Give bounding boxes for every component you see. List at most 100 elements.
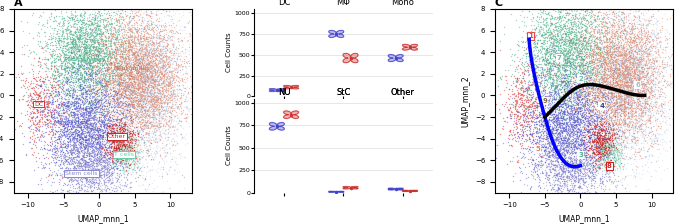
Point bbox=[127, 15, 138, 18]
Point bbox=[651, 110, 662, 114]
Point bbox=[598, 151, 609, 155]
Point bbox=[87, 101, 98, 105]
Point bbox=[96, 76, 107, 80]
Point bbox=[579, 62, 590, 66]
Point bbox=[581, 46, 592, 49]
Point bbox=[612, 86, 623, 90]
Point bbox=[140, 85, 151, 88]
Point bbox=[602, 93, 613, 97]
Point bbox=[564, 38, 575, 42]
Point bbox=[626, 65, 636, 68]
Point bbox=[98, 113, 109, 116]
Point bbox=[79, 33, 90, 37]
Point bbox=[608, 71, 619, 75]
Point bbox=[594, 16, 605, 20]
Point bbox=[86, 21, 97, 25]
Point bbox=[148, 46, 159, 50]
Point bbox=[114, 81, 125, 84]
Point bbox=[84, 105, 95, 109]
Point bbox=[75, 145, 86, 149]
Point bbox=[628, 135, 639, 138]
Point bbox=[571, 38, 581, 41]
Point bbox=[86, 180, 97, 184]
Point bbox=[632, 126, 643, 129]
Point bbox=[590, 168, 600, 171]
Point bbox=[167, 30, 178, 33]
Point bbox=[60, 182, 71, 186]
Point bbox=[110, 26, 121, 29]
Point bbox=[549, 85, 560, 88]
Point bbox=[107, 169, 118, 173]
Point bbox=[138, 136, 149, 139]
Point bbox=[649, 138, 660, 142]
Point bbox=[560, 26, 571, 30]
Point bbox=[125, 101, 136, 104]
Point bbox=[516, 127, 527, 131]
Point bbox=[126, 46, 137, 50]
Point bbox=[591, 71, 602, 75]
Point bbox=[599, 153, 610, 156]
Point bbox=[139, 120, 150, 124]
Point bbox=[179, 97, 190, 101]
Point bbox=[595, 134, 606, 138]
Point bbox=[67, 156, 78, 159]
Point bbox=[537, 67, 548, 71]
Point bbox=[538, 10, 549, 13]
Point bbox=[114, 87, 124, 91]
Point bbox=[101, 149, 112, 152]
Point bbox=[545, 13, 556, 17]
Point bbox=[607, 66, 618, 70]
Point bbox=[166, 101, 177, 105]
Point bbox=[66, 188, 77, 192]
Point bbox=[511, 100, 522, 103]
Point bbox=[58, 44, 69, 47]
Point bbox=[118, 84, 129, 87]
Point bbox=[101, 81, 112, 85]
Point bbox=[38, 108, 49, 111]
Point bbox=[564, 139, 575, 142]
Point bbox=[562, 76, 573, 80]
Point bbox=[82, 40, 92, 43]
Point bbox=[597, 180, 608, 183]
Point bbox=[534, 115, 545, 119]
Point bbox=[571, 30, 581, 33]
Point bbox=[70, 118, 81, 121]
Point bbox=[567, 76, 578, 80]
Point bbox=[69, 141, 80, 145]
Point bbox=[551, 144, 562, 147]
Point bbox=[540, 176, 551, 179]
Point bbox=[526, 103, 537, 107]
Point bbox=[133, 106, 143, 109]
Point bbox=[626, 28, 637, 32]
Point bbox=[113, 174, 124, 178]
Point bbox=[119, 183, 130, 187]
Point bbox=[598, 80, 609, 83]
Point bbox=[607, 133, 617, 136]
Point bbox=[577, 71, 588, 74]
Point bbox=[613, 97, 624, 101]
Point bbox=[573, 140, 584, 144]
Point bbox=[126, 104, 137, 108]
Point bbox=[575, 88, 586, 92]
Point bbox=[156, 12, 167, 15]
Point bbox=[639, 99, 649, 102]
Point bbox=[78, 88, 88, 92]
Point bbox=[586, 150, 597, 154]
Point bbox=[594, 99, 605, 102]
Point bbox=[75, 57, 86, 61]
Point bbox=[133, 76, 143, 80]
Point bbox=[545, 194, 556, 198]
Point bbox=[156, 64, 167, 68]
Point bbox=[73, 165, 84, 168]
Point bbox=[177, 83, 188, 87]
Point bbox=[118, 126, 129, 130]
Point bbox=[622, 101, 633, 104]
Point bbox=[592, 114, 602, 117]
Point bbox=[579, 166, 590, 170]
Point bbox=[97, 69, 107, 73]
Point bbox=[594, 104, 605, 108]
Point bbox=[572, 152, 583, 156]
Point bbox=[110, 143, 121, 146]
Point bbox=[605, 83, 615, 87]
Point bbox=[137, 73, 148, 77]
